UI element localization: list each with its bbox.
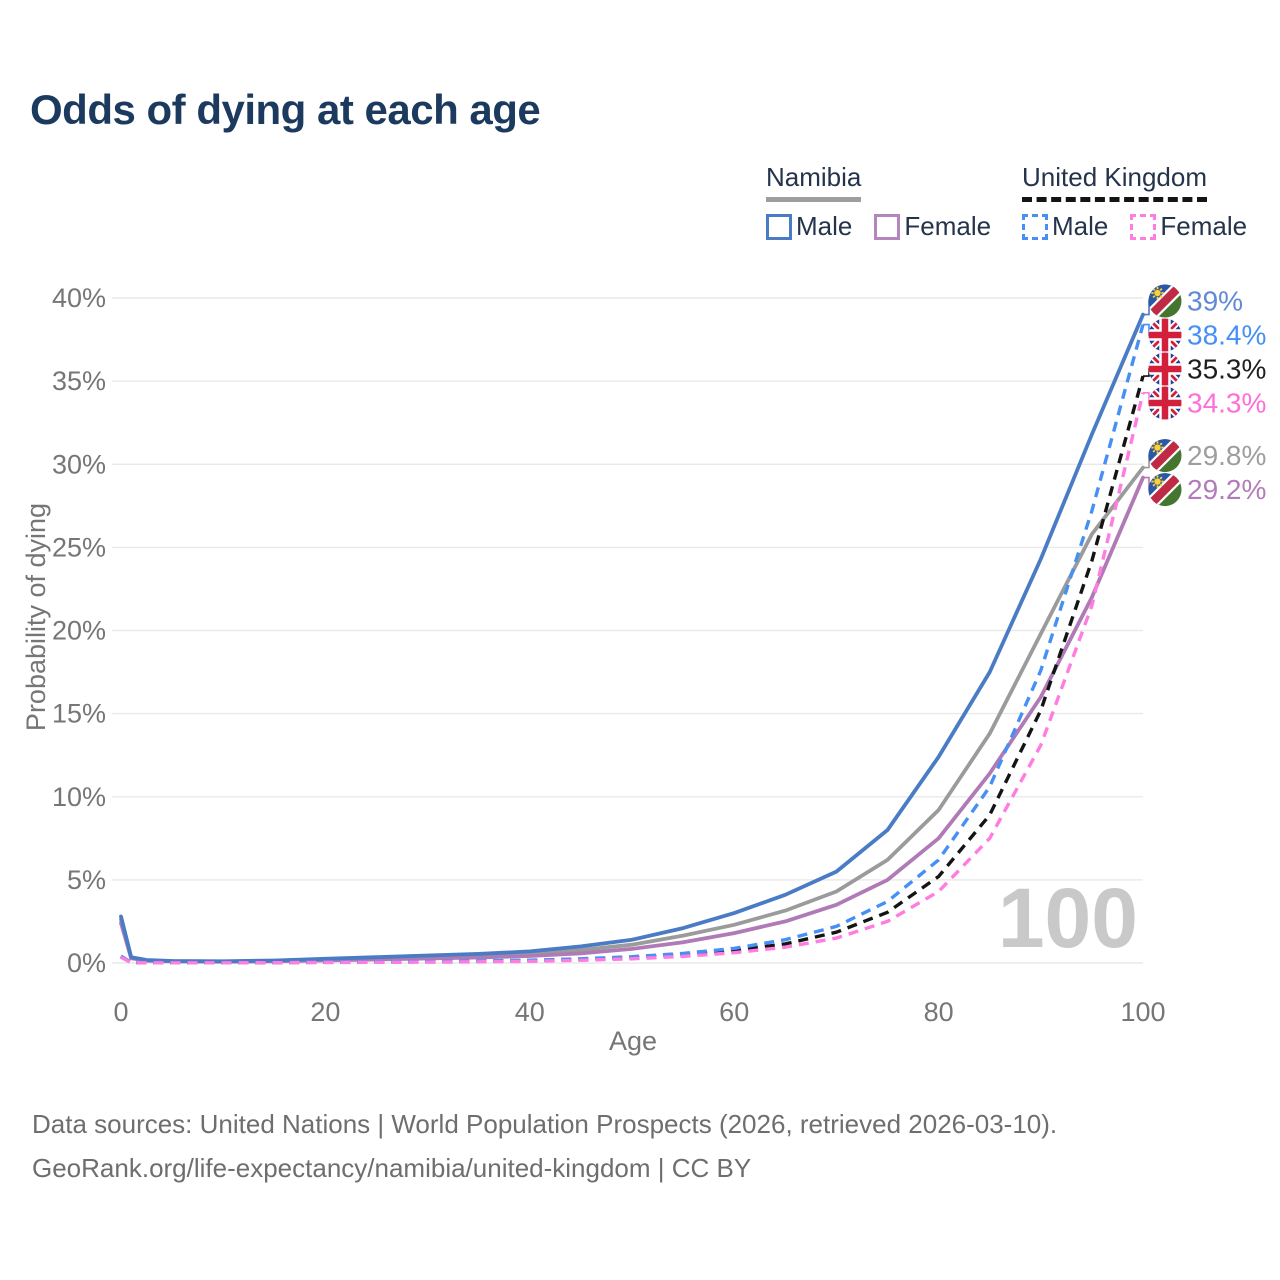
line-namibia-both-sexes[interactable] bbox=[119, 465, 1145, 964]
end-value-label-namibia-both-sexes: 29.8% bbox=[1187, 440, 1266, 471]
x-tick-60: 60 bbox=[719, 997, 749, 1027]
chart-title: Odds of dying at each age bbox=[30, 86, 541, 133]
end-value-label-united-kingdom-both-sexes: 35.3% bbox=[1187, 354, 1266, 385]
y-tick-10pct: 10% bbox=[52, 782, 106, 812]
line-namibia-female[interactable] bbox=[119, 475, 1145, 964]
legend-item-namibia-male[interactable]: Male bbox=[766, 211, 852, 242]
united-kingdom-male-swatch bbox=[1022, 213, 1048, 240]
line-united-kingdom-male[interactable] bbox=[120, 324, 1145, 965]
namibia-flag-icon bbox=[1148, 439, 1182, 473]
uk-flag-icon bbox=[1148, 318, 1182, 352]
y-tick-15pct: 15% bbox=[52, 699, 106, 729]
watermark-age-100: 100 bbox=[998, 871, 1138, 965]
end-value-label-namibia-female: 29.2% bbox=[1187, 474, 1266, 505]
y-tick-20pct: 20% bbox=[52, 616, 106, 646]
uk-flag-icon bbox=[1148, 352, 1182, 386]
united-kingdom-combined-line-swatch bbox=[1022, 197, 1207, 202]
legend-item-namibia-female[interactable]: Female bbox=[874, 211, 991, 242]
x-tick-40: 40 bbox=[515, 997, 545, 1027]
end-value-label-united-kingdom-female: 34.3% bbox=[1187, 388, 1266, 419]
x-axis-title: Age bbox=[609, 1026, 657, 1056]
legend-label-namibia-female: Female bbox=[904, 211, 992, 241]
legend-group-namibia: Namibia Male Female bbox=[766, 162, 991, 242]
legend-group-united-kingdom: United Kingdom Male Female bbox=[1022, 162, 1247, 242]
uk-flag-icon bbox=[1148, 386, 1182, 420]
namibia-flag-icon bbox=[1148, 284, 1182, 318]
namibia-male-swatch bbox=[766, 213, 792, 240]
x-tick-0: 0 bbox=[113, 997, 128, 1027]
namibia-combined-line-swatch bbox=[766, 197, 862, 202]
namibia-flag-icon bbox=[1148, 473, 1182, 507]
y-tick-25pct: 25% bbox=[52, 532, 106, 562]
y-tick-35pct: 35% bbox=[52, 366, 106, 396]
y-tick-40pct: 40% bbox=[52, 283, 106, 313]
legend-country-united-kingdom-label: United Kingdom bbox=[1022, 162, 1207, 192]
legend-item-united-kingdom-male[interactable]: Male bbox=[1022, 211, 1108, 242]
y-tick-30pct: 30% bbox=[52, 449, 106, 479]
legend-country-namibia-label: Namibia bbox=[766, 162, 862, 192]
x-tick-100: 100 bbox=[1120, 997, 1165, 1027]
x-tick-20: 20 bbox=[310, 997, 340, 1027]
line-namibia-male[interactable] bbox=[119, 312, 1145, 964]
end-value-label-united-kingdom-male: 38.4% bbox=[1187, 320, 1266, 351]
end-value-label-namibia-male: 39% bbox=[1187, 286, 1243, 317]
chart-footer: Data sources: United Nations | World Pop… bbox=[32, 1102, 1057, 1190]
united-kingdom-female-swatch bbox=[1130, 213, 1157, 240]
x-tick-80: 80 bbox=[924, 997, 954, 1027]
line-united-kingdom-female[interactable] bbox=[120, 392, 1145, 965]
legend-label-united-kingdom-female: Female bbox=[1160, 211, 1248, 241]
legend-country-namibia[interactable]: Namibia bbox=[766, 162, 862, 202]
legend-label-united-kingdom-male: Male bbox=[1052, 211, 1109, 241]
legend-label-namibia-male: Male bbox=[796, 211, 853, 241]
y-tick-5pct: 5% bbox=[67, 865, 106, 895]
attribution-text: GeoRank.org/life-expectancy/namibia/unit… bbox=[32, 1153, 752, 1183]
data-sources-text: Data sources: United Nations | World Pop… bbox=[32, 1109, 1058, 1139]
y-axis-title: Probability of dying bbox=[21, 503, 51, 731]
namibia-female-swatch bbox=[874, 213, 901, 240]
y-tick-0pct: 0% bbox=[67, 948, 106, 978]
legend-item-united-kingdom-female[interactable]: Female bbox=[1130, 211, 1247, 242]
legend-country-united-kingdom[interactable]: United Kingdom bbox=[1022, 162, 1207, 202]
